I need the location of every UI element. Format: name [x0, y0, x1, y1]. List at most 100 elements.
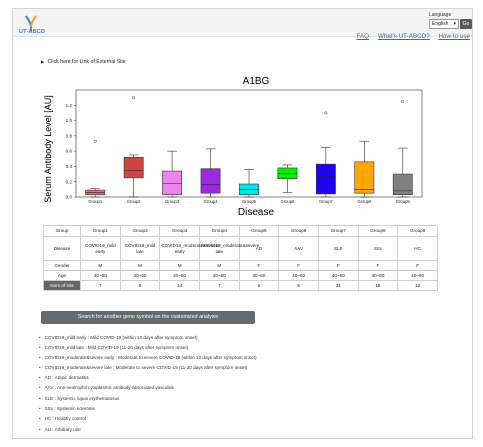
language-selected-value: English — [432, 21, 449, 27]
table-header-cell: Group3 — [159, 225, 200, 237]
table-row-hits: Num of hits 7 5 14 7 5 5 31 15 12 — [43, 280, 438, 291]
au-note: AU : Arbitrary unit — [39, 427, 81, 432]
x-tick-label: Group8 — [357, 199, 372, 204]
table-cell: 40~60 — [159, 270, 200, 281]
box-body — [354, 161, 375, 194]
row-label: Gender — [43, 260, 81, 271]
table-cell: AAV — [278, 236, 319, 261]
box-body — [162, 170, 183, 196]
row-label: Disease — [43, 236, 81, 261]
outlier-point — [93, 139, 97, 143]
list-item: SSc : Systemic sclerosis — [39, 404, 459, 414]
table-cell: F — [238, 260, 280, 271]
list-item: COVID19_moderate&severe early : Moderate… — [39, 353, 459, 363]
box-7: Group7 — [315, 111, 336, 204]
table-cell: 5 — [119, 280, 161, 291]
chart-ylabel: Serum Antibody Level [AU] — [43, 95, 53, 203]
box-8: Group8 — [354, 140, 375, 204]
table-cell: HC — [397, 236, 438, 261]
table-cell: F — [357, 260, 399, 271]
table-cell: 31 — [317, 280, 359, 291]
box-3: Group3 — [162, 150, 183, 204]
table-cell: 5 — [238, 280, 280, 291]
nav-faq-link[interactable]: FAQ — [356, 33, 370, 40]
outlier-point — [132, 96, 136, 100]
go-button[interactable]: Go — [460, 19, 472, 29]
list-item: AD : Atopic dermatitis — [39, 373, 459, 383]
x-tick-label: Group6 — [280, 199, 295, 204]
y-axis: 0.0 0.2 0.4 0.6 0.8 1.0 1.2 — [66, 103, 76, 200]
table-cell: 15 — [357, 280, 399, 291]
boxplot-chart: A1BG Serum Antibody Level [AU] Disease 0… — [43, 76, 423, 218]
x-tick-label: Group3 — [165, 199, 180, 204]
table-cell: M — [80, 260, 121, 271]
table-cell: COVID19_mild late — [119, 236, 161, 261]
language-label: Language — [429, 12, 452, 18]
row-label: Age — [43, 270, 81, 281]
table-header-cell: Group8 — [357, 225, 399, 237]
group-table: Group Group1 Group2 Group3 Group4 Group5… — [43, 225, 438, 291]
x-tick-label: Group4 — [204, 199, 219, 204]
page-frame: UT-ABCD Language English ▾ Go FAQ What's… — [12, 8, 473, 439]
table-cell: F — [278, 260, 319, 271]
list-item: COVID19_mild early : Mild COVID-19 (with… — [39, 333, 459, 343]
box-body — [392, 173, 413, 196]
table-header-cell: Group2 — [119, 225, 161, 237]
language-select[interactable]: English ▾ — [429, 19, 459, 29]
table-header-cell: Group9 — [397, 225, 438, 237]
table-row-age: Age 40~60 40~60 40~60 40~60 40~60 40~60 … — [43, 270, 438, 281]
list-item: HC : Healthy control — [39, 414, 459, 424]
au-note-list: AU : Arbitrary unit — [39, 427, 81, 432]
table-cell: COVID19_moderate&severe late — [198, 236, 259, 261]
logo-icon[interactable] — [20, 13, 42, 35]
nav-about-link[interactable]: What's UT-ABCD? — [377, 33, 430, 40]
list-item: COVID19_mild late : Mild COVID-19 (11-20… — [39, 343, 459, 353]
chevron-down-icon: ▾ — [453, 21, 456, 27]
search-another-gene-button[interactable]: Search for another gene symbol on the cu… — [41, 311, 255, 324]
nav-how-to-use-link[interactable]: How to use — [438, 33, 471, 40]
outlier-point — [324, 111, 328, 115]
y-tick-label: 1.0 — [66, 118, 73, 123]
y-tick-label: 0.6 — [66, 149, 73, 154]
table-row-disease: Disease COVID19_mild early COVID19_mild … — [43, 236, 438, 261]
x-tick-label: Group7 — [319, 199, 334, 204]
table-header-cell: Group1 — [80, 225, 121, 237]
top-bar: UT-ABCD Language English ▾ Go — [13, 9, 472, 37]
table-cell: COVID19_moderate&severe early — [159, 236, 220, 261]
table-cell: 40~60 — [317, 270, 359, 281]
top-nav: FAQ What's UT-ABCD? How to use — [349, 33, 470, 40]
external-site-toggle[interactable]: ▶ Click here for Link of External Site — [41, 59, 126, 65]
x-tick-label: Group5 — [242, 199, 257, 204]
box-body — [123, 156, 144, 179]
box-body — [315, 163, 336, 195]
table-header-cell: Group7 — [317, 225, 359, 237]
x-tick-label: Group1 — [88, 199, 103, 204]
table-cell: 40~60 — [397, 270, 438, 281]
box-6: Group6 — [277, 164, 298, 204]
table-cell: 40~60 — [278, 270, 319, 281]
outlier-point — [401, 100, 405, 103]
list-item: AAV : Anti-neutrophil cytoplasmic antibo… — [39, 383, 459, 393]
table-cell: M — [119, 260, 161, 271]
table-header-cell: Group6 — [278, 225, 319, 237]
table-row-gender: Gender M M M M F F F F F — [43, 260, 438, 271]
y-tick-label: 0.0 — [66, 195, 73, 200]
y-tick-label: 0.4 — [66, 164, 73, 169]
x-tick-label: Group9 — [396, 199, 411, 204]
box-2: Group2 — [123, 96, 144, 204]
table-cell: 7 — [198, 280, 240, 291]
boxes-layer: Group1 Group2 Group3 Group4 Group5 Group6 Grou… — [85, 96, 413, 204]
table-cell: AD — [238, 236, 280, 261]
table-header-cell: Group — [43, 225, 81, 237]
table-cell: 5 — [278, 280, 319, 291]
box-body — [200, 168, 221, 194]
list-item: COVID19_moderate&severe late : Moderate … — [39, 363, 459, 373]
table-cell: SSc — [357, 236, 399, 261]
table-header-row: Group Group1 Group2 Group3 Group4 Group5… — [43, 225, 438, 237]
y-tick-label: 0.8 — [66, 133, 73, 138]
box-5: Group5 — [239, 169, 259, 204]
external-site-label: Click here for Link of External Site — [47, 59, 126, 65]
table-cell: M — [198, 260, 240, 271]
table-cell: SLE — [317, 236, 359, 261]
list-item: SLE : Systemic lupus erythematosus — [39, 394, 459, 404]
